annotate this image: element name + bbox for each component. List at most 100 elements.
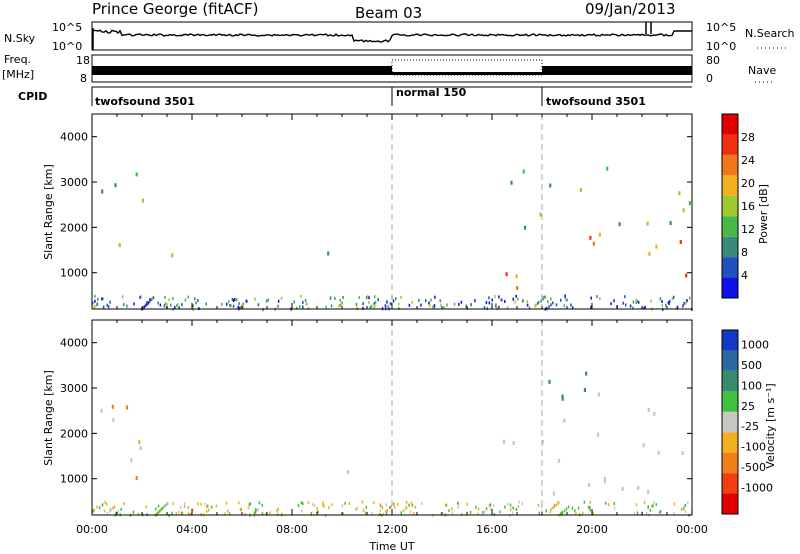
range-gate-cell xyxy=(262,308,264,312)
range-gate-cell xyxy=(386,300,388,304)
freq-band xyxy=(392,72,542,75)
range-gate-cell xyxy=(192,304,194,308)
range-gate-cell xyxy=(395,297,397,301)
date-title: 09/Jan/2013 xyxy=(585,0,676,18)
range-gate-cell xyxy=(535,303,537,307)
range-gate-cell xyxy=(561,396,564,401)
noise-panel: 10^5 10^0 10^5 10^0 xyxy=(52,21,736,53)
range-gate-cell xyxy=(550,297,552,301)
range-gate-cell xyxy=(566,298,568,302)
range-gate-cell xyxy=(126,304,128,308)
noise-tick-low-right: 10^0 xyxy=(706,40,736,53)
range-gate-cell xyxy=(539,212,542,217)
range-gate-cell xyxy=(123,303,125,307)
range-gate-cell xyxy=(125,405,129,410)
range-gate-cell xyxy=(373,302,375,306)
range-gate-cell xyxy=(548,305,550,309)
range-gate-cell xyxy=(648,251,651,256)
range-gate-cell xyxy=(581,511,584,515)
range-gate-cell xyxy=(210,505,213,509)
range-gate-cell xyxy=(548,379,551,384)
range-gate-cell xyxy=(355,303,358,306)
range-gate-cell xyxy=(322,503,324,507)
power-colorbar-label: Power [dB] xyxy=(757,184,770,244)
range-gate-cell xyxy=(515,294,517,298)
x-tick-label: 16:00 xyxy=(476,523,508,536)
range-gate-cell xyxy=(549,183,552,188)
range-gate-cell xyxy=(112,506,114,510)
range-gate-cell xyxy=(106,512,109,515)
range-gate-cell xyxy=(522,299,524,303)
range-gate-cell xyxy=(501,298,503,302)
range-gate-cell xyxy=(645,511,648,515)
range-gate-cell xyxy=(643,306,645,310)
range-gate-cell xyxy=(374,300,377,304)
nave-dotted-box xyxy=(391,59,543,76)
range-gate-cell xyxy=(596,295,598,299)
range-gate-cell xyxy=(339,298,341,302)
colorbar-swatch xyxy=(722,277,738,298)
range-gate-cell xyxy=(682,208,685,213)
range-gate-cell xyxy=(362,508,365,512)
range-gate-cell xyxy=(596,432,600,437)
range-gate-cell xyxy=(474,299,476,303)
colorbar-tick-label: 12 xyxy=(741,223,755,236)
range-gate-cell xyxy=(241,303,244,307)
power-ylabel: Slant Range [km] xyxy=(42,164,55,260)
range-gate-cell xyxy=(228,300,230,304)
range-gate-cell xyxy=(195,301,197,305)
range-gate-cell xyxy=(123,502,125,506)
range-gate-cell xyxy=(659,509,662,513)
x-tick-label: 12:00 xyxy=(376,523,408,536)
range-gate-cell xyxy=(176,304,178,308)
range-gate-cell xyxy=(189,512,192,516)
range-gate-cell xyxy=(636,511,639,515)
range-gate-cell xyxy=(567,505,570,509)
range-gate-cell xyxy=(563,418,566,423)
y-tick-label: 2000 xyxy=(60,221,88,234)
range-gate-cell xyxy=(511,506,513,510)
range-gate-cell xyxy=(171,511,173,515)
range-gate-cell xyxy=(483,510,486,514)
range-gate-cell xyxy=(400,295,402,299)
range-gate-cell xyxy=(647,505,649,509)
nave-tick-low: 0 xyxy=(706,72,713,85)
range-gate-cell xyxy=(552,301,554,305)
range-gate-cell xyxy=(688,296,691,300)
colorbar-swatch xyxy=(722,391,738,412)
range-gate-cell xyxy=(163,505,165,509)
range-gate-cell xyxy=(385,512,388,516)
range-gate-cell xyxy=(433,304,436,308)
range-gate-cell xyxy=(161,507,163,511)
range-gate-cell xyxy=(204,502,206,506)
noise-tick-high-right: 10^5 xyxy=(706,21,736,34)
range-gate-cell xyxy=(635,503,638,507)
range-gate-cell xyxy=(603,476,606,481)
range-gate-cell xyxy=(637,485,640,490)
range-gate-cell xyxy=(577,506,580,510)
velocity-panel: 1000 2000 3000 4000 00:00 04:00 08:00 12:00 16:… xyxy=(42,319,777,553)
range-gate-cell xyxy=(305,302,308,306)
range-gate-cell xyxy=(118,243,121,248)
range-gate-cell xyxy=(379,509,382,513)
range-gate-cell xyxy=(206,504,209,508)
range-gate-cell xyxy=(393,502,395,506)
range-gate-cell xyxy=(379,503,381,507)
range-gate-cell xyxy=(159,509,161,513)
range-gate-cell xyxy=(296,306,298,310)
range-gate-cell xyxy=(538,511,541,515)
range-gate-cell xyxy=(684,510,687,513)
colorbar-tick-label: 25 xyxy=(741,400,755,413)
range-gate-cell xyxy=(557,458,561,463)
range-gate-cell xyxy=(649,508,652,512)
range-gate-cell xyxy=(338,304,340,308)
range-gate-cell xyxy=(481,512,483,516)
range-gate-cell xyxy=(575,512,577,516)
range-gate-cell xyxy=(377,298,379,302)
range-gate-cell xyxy=(183,505,186,508)
range-gate-cell xyxy=(249,502,252,506)
colorbar-swatch xyxy=(722,411,738,433)
range-gate-cell xyxy=(589,506,591,509)
colorbar-tick-label: 500 xyxy=(741,359,762,372)
